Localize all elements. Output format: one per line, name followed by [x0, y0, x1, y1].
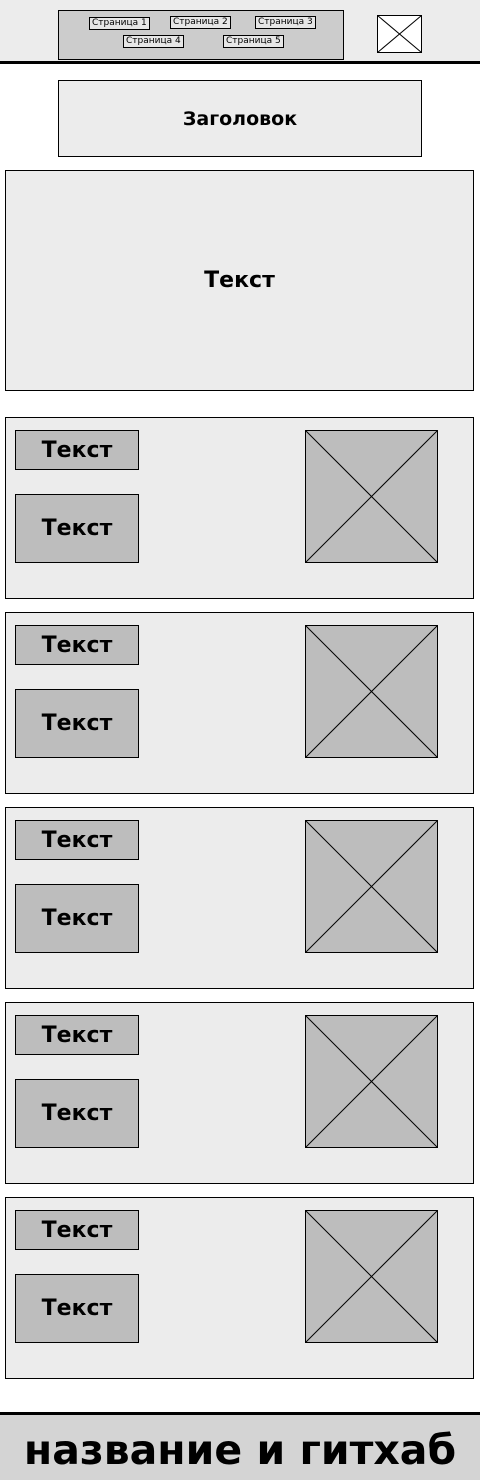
card-text-bottom: Текст — [15, 884, 139, 953]
content-card: Текст Текст — [5, 1197, 474, 1379]
footer-text: название и гитхаб — [23, 1426, 457, 1474]
card-text-bottom: Текст — [15, 1274, 139, 1343]
card-text-bottom: Текст — [15, 689, 139, 758]
card-image-placeholder-icon — [305, 430, 438, 563]
nav-link-page-4[interactable]: Страница 4 — [123, 35, 184, 48]
logo-image-placeholder-icon[interactable] — [377, 15, 422, 53]
content-card: Текст Текст — [5, 417, 474, 599]
nav-link-page-2[interactable]: Страница 2 — [170, 16, 231, 29]
card-text-top: Текст — [15, 1015, 139, 1055]
nav-menu: Страница 1 Страница 2 Страница 3 Страниц… — [58, 10, 344, 60]
nav-link-page-5[interactable]: Страница 5 — [223, 35, 284, 48]
card-text-bottom: Текст — [15, 494, 139, 563]
card-image-placeholder-icon — [305, 1210, 438, 1343]
content-card: Текст Текст — [5, 1002, 474, 1184]
content-card: Текст Текст — [5, 612, 474, 794]
card-text-bottom: Текст — [15, 1079, 139, 1148]
card-text-top: Текст — [15, 1210, 139, 1250]
page-title: Заголовок — [58, 80, 422, 157]
card-image-placeholder-icon — [305, 1015, 438, 1148]
nav-link-page-1[interactable]: Страница 1 — [89, 17, 150, 30]
site-footer: название и гитхаб — [0, 1412, 480, 1480]
card-image-placeholder-icon — [305, 625, 438, 758]
card-text-top: Текст — [15, 430, 139, 470]
nav-link-page-3[interactable]: Страница 3 — [255, 16, 316, 29]
card-text-top: Текст — [15, 625, 139, 665]
intro-text-block: Текст — [5, 170, 474, 391]
content-card: Текст Текст — [5, 807, 474, 989]
card-text-top: Текст — [15, 820, 139, 860]
site-header: Страница 1 Страница 2 Страница 3 Страниц… — [0, 0, 480, 64]
card-image-placeholder-icon — [305, 820, 438, 953]
